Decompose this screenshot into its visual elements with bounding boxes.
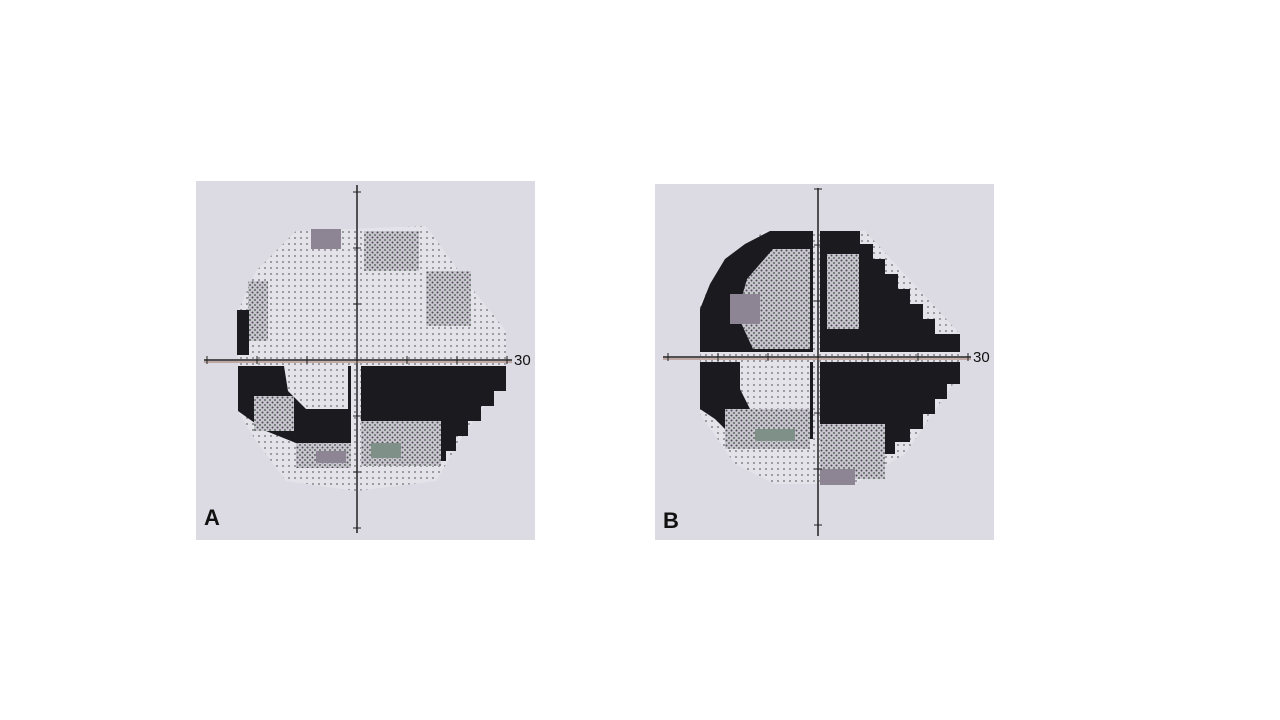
mottle	[254, 396, 294, 431]
mottle	[311, 229, 341, 249]
mottle	[820, 469, 855, 485]
mottle	[730, 294, 760, 324]
spared	[827, 254, 859, 329]
mottle	[364, 231, 419, 271]
mottle	[755, 429, 795, 441]
underline	[196, 536, 535, 540]
panel-label: B	[663, 508, 679, 533]
spared	[284, 366, 348, 409]
panel-a: 30 A	[196, 181, 535, 537]
spared	[740, 362, 810, 414]
mottle	[248, 281, 268, 341]
mottle	[316, 451, 346, 463]
mottle	[426, 271, 471, 326]
panel-label: A	[204, 505, 220, 530]
defect	[237, 310, 249, 355]
panel-b: 30 B	[655, 184, 994, 540]
mottle	[371, 443, 401, 458]
axis-label: 30	[973, 349, 990, 366]
axis-label: 30	[514, 352, 531, 369]
